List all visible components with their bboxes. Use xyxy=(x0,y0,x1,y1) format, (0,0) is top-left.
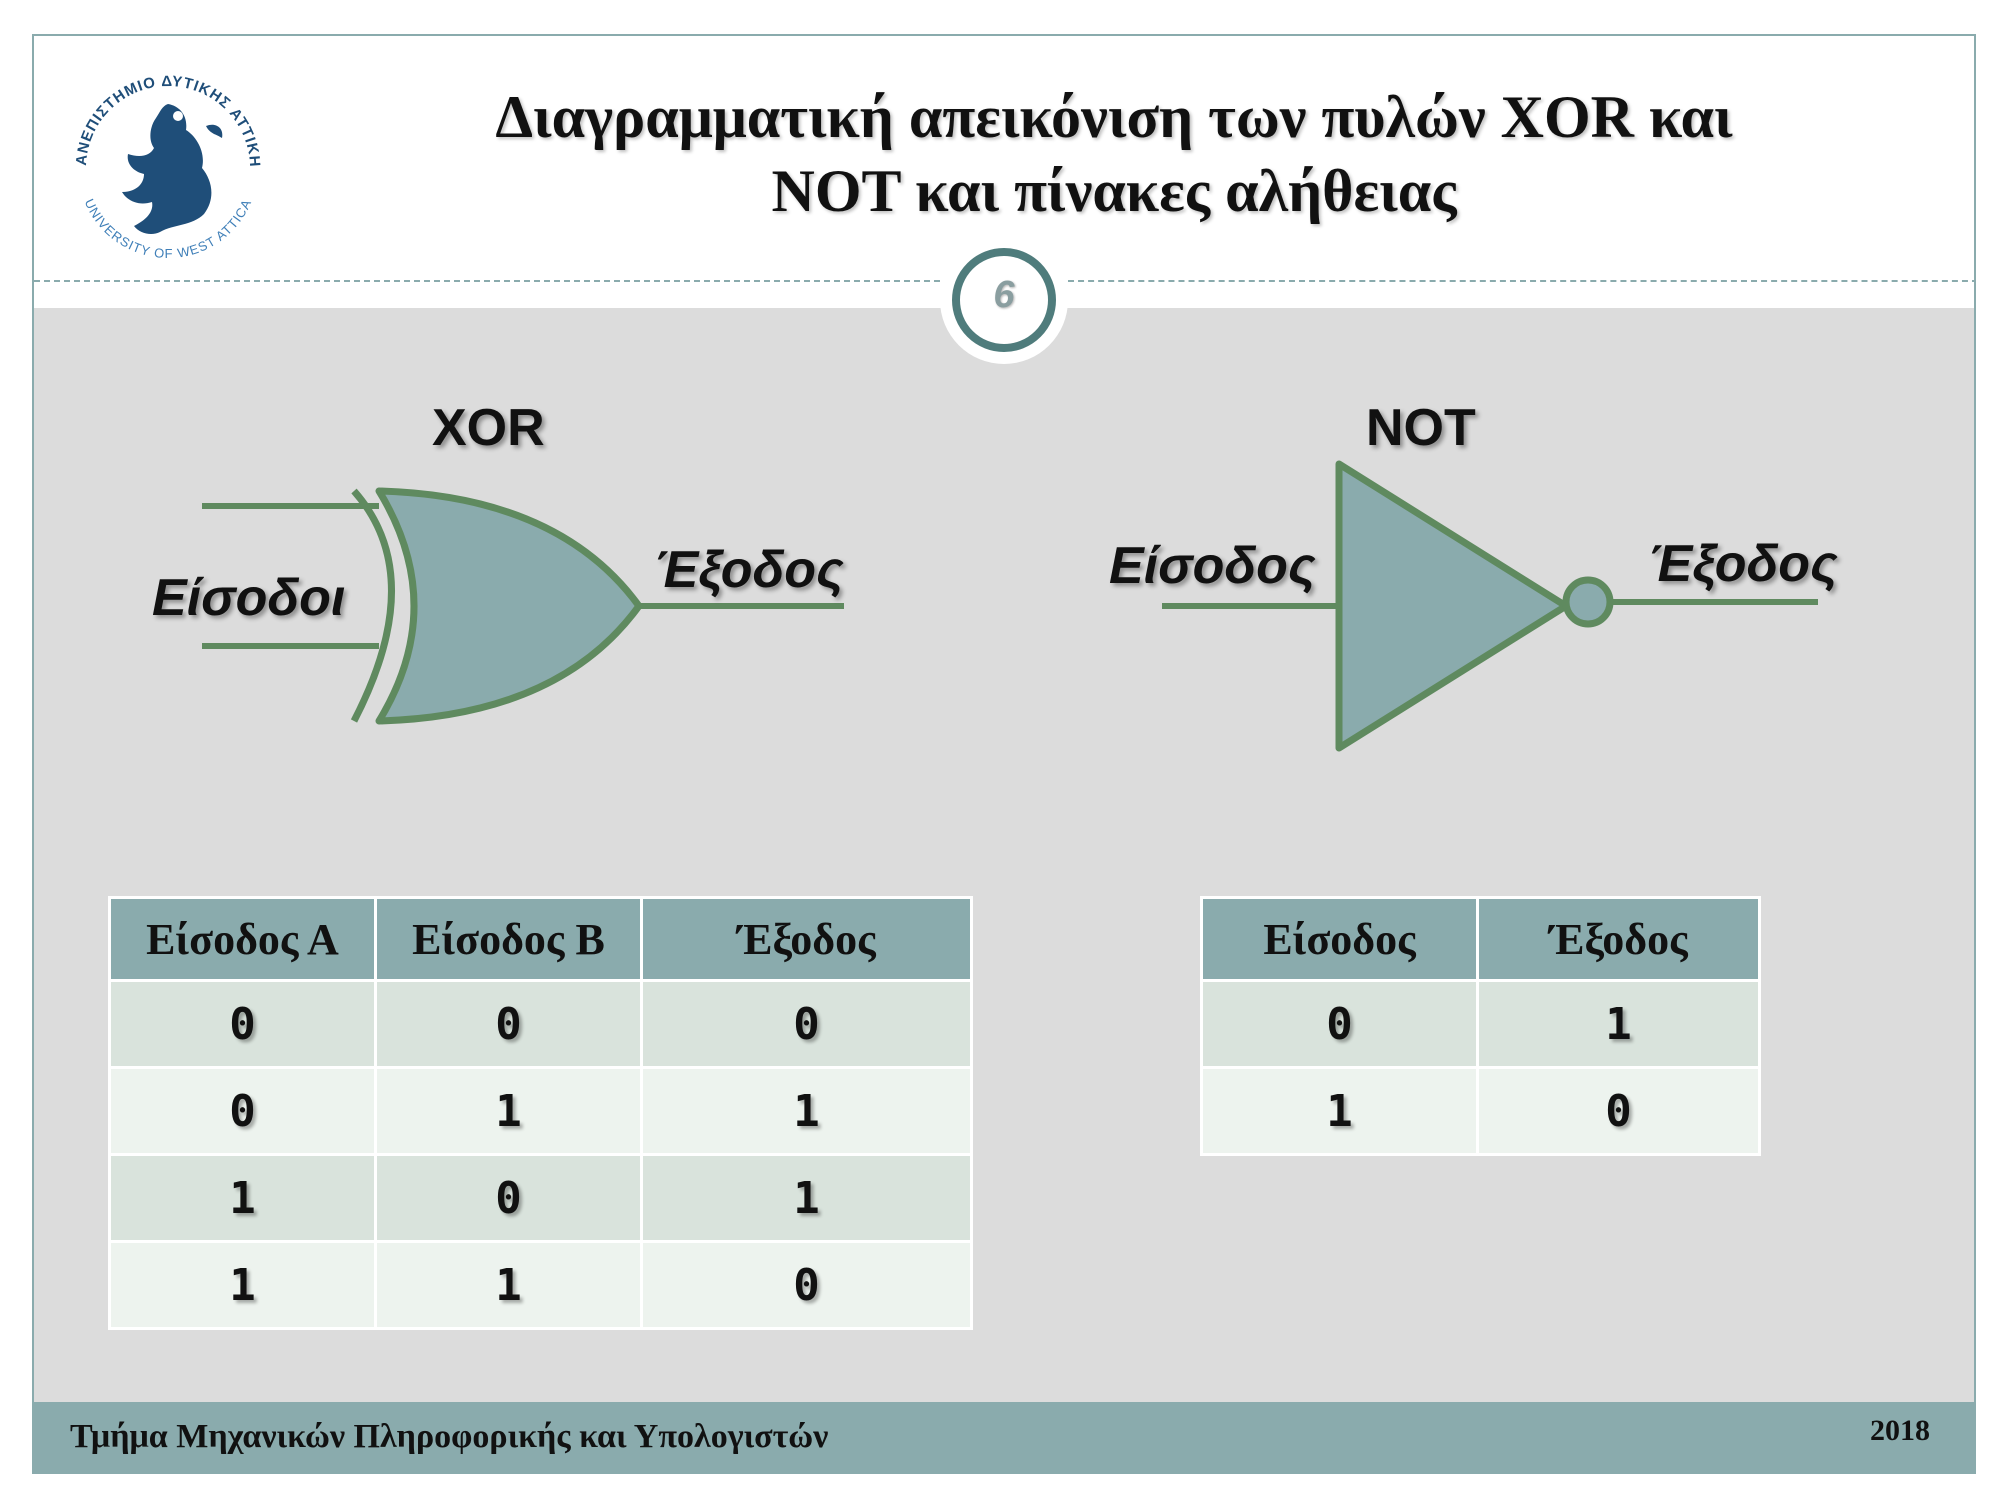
slide-frame: ΠΑΝΕΠΙΣΤΗΜΙΟ ΔΥΤΙΚΗΣ ΑΤΤΙΚΗΣ UNIVERSITY … xyxy=(32,34,1976,1474)
table-row: 0 0 0 xyxy=(108,979,973,1069)
not-gate-symbol xyxy=(1162,460,1818,752)
slide-title: Διαγραμματική απεικόνιση των πυλών XOR κ… xyxy=(294,80,1934,228)
footer-year: 2018 xyxy=(1870,1414,1930,1447)
not-output-label: Έξοδος xyxy=(1648,535,1838,593)
table-cell: 1 xyxy=(1476,979,1761,1069)
table-row: 0 1 1 xyxy=(108,1066,973,1156)
not-inversion-bubble xyxy=(1562,576,1614,628)
table-row: 1 1 0 xyxy=(108,1240,973,1330)
slide-footer: Τμήμα Μηχανικών Πληροφορικής και Υπολογι… xyxy=(34,1402,1974,1472)
table-header-cell: Είσοδος Β xyxy=(374,896,643,982)
table-cell: 0 xyxy=(108,979,377,1069)
table-cell: 1 xyxy=(108,1240,377,1330)
table-header-cell: Είσοδος xyxy=(1200,896,1479,982)
table-cell: 0 xyxy=(1476,1066,1761,1156)
page-number: 6 xyxy=(993,274,1015,316)
header-divider-right xyxy=(1068,280,1974,282)
xor-gate-body xyxy=(375,487,643,725)
logo-emblem-icon xyxy=(122,104,223,234)
table-header-row: Είσοδος Έξοδος xyxy=(1200,896,1761,982)
slide-title-line-2: NOT και πίνακες αλήθειας xyxy=(771,158,1457,224)
table-row: 1 0 xyxy=(1200,1066,1761,1156)
table-cell: 1 xyxy=(640,1066,973,1156)
not-input-label: Είσοδος xyxy=(1109,537,1316,595)
gate-diagrams xyxy=(202,460,1818,752)
table-cell: 1 xyxy=(108,1153,377,1243)
table-header-cell: Έξοδος xyxy=(1476,896,1761,982)
table-cell: 1 xyxy=(374,1066,643,1156)
footer-department: Τμήμα Μηχανικών Πληροφορικής και Υπολογι… xyxy=(70,1418,829,1455)
xor-gate-title: XOR xyxy=(432,399,545,457)
xor-truth-table: Είσοδος Α Είσοδος Β Έξοδος 0 0 0 0 1 1 1… xyxy=(108,896,973,1330)
not-gate-triangle xyxy=(1335,460,1570,752)
table-cell: 1 xyxy=(640,1153,973,1243)
university-logo: ΠΑΝΕΠΙΣΤΗΜΙΟ ΔΥΤΙΚΗΣ ΑΤΤΙΚΗΣ UNIVERSITY … xyxy=(56,56,262,261)
table-header-row: Είσοδος Α Είσοδος Β Έξοδος xyxy=(108,896,973,982)
xor-output-label: Έξοδος xyxy=(654,541,844,599)
slide-title-line-1: Διαγραμματική απεικόνιση των πυλών XOR κ… xyxy=(495,84,1733,150)
page-number-badge: 6 xyxy=(952,248,1056,352)
table-header-cell: Έξοδος xyxy=(640,896,973,982)
xor-extra-input-arc xyxy=(350,488,395,723)
table-cell: 0 xyxy=(640,1240,973,1330)
table-cell: 0 xyxy=(640,979,973,1069)
table-cell: 0 xyxy=(108,1066,377,1156)
table-cell: 0 xyxy=(374,979,643,1069)
table-row: 1 0 1 xyxy=(108,1153,973,1243)
table-cell: 1 xyxy=(1200,1066,1479,1156)
xor-input-label: Είσοδοι xyxy=(152,569,346,627)
table-row: 0 1 xyxy=(1200,979,1761,1069)
table-cell: 1 xyxy=(374,1240,643,1330)
header-divider-left xyxy=(34,280,940,282)
xor-gate-symbol xyxy=(202,487,844,725)
table-cell: 0 xyxy=(1200,979,1479,1069)
table-cell: 0 xyxy=(374,1153,643,1243)
table-header-cell: Είσοδος Α xyxy=(108,896,377,982)
not-truth-table: Είσοδος Έξοδος 0 1 1 0 xyxy=(1200,896,1761,1156)
not-gate-title: NOT xyxy=(1366,399,1476,457)
